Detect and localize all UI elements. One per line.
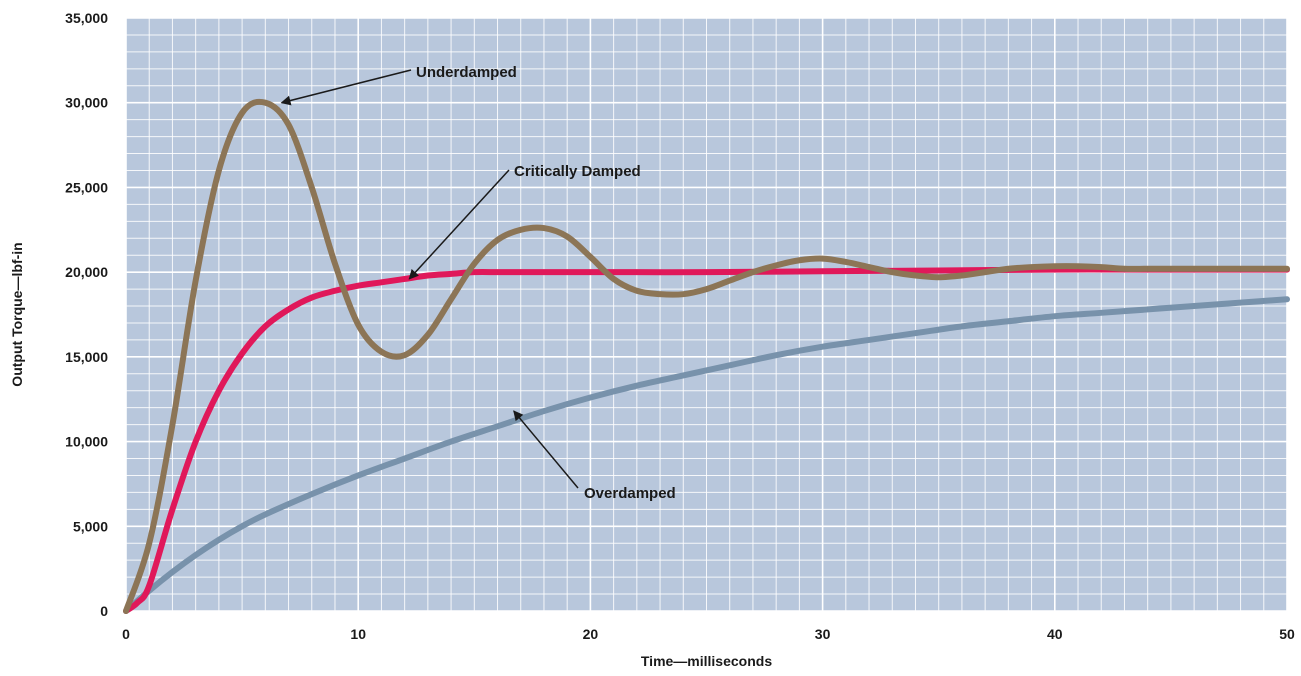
y-tick-label: 15,000 <box>65 349 108 365</box>
y-axis-title: Output Torque—lbf-in <box>9 242 25 386</box>
x-axis-tick-labels: 0 10 20 30 40 50 <box>122 626 1295 642</box>
series-line-underdamped <box>123 98 1290 614</box>
annotation-label-critically-damped: Critically Damped <box>514 163 641 180</box>
series-line-overdamped <box>123 296 1290 614</box>
y-tick-label: 35,000 <box>65 10 108 26</box>
y-tick-label: 25,000 <box>65 179 108 195</box>
annotation-arrow-critically-damped <box>408 169 510 280</box>
x-tick-label: 30 <box>815 626 831 642</box>
x-tick-label: 0 <box>122 626 130 642</box>
y-tick-label: 30,000 <box>65 95 108 111</box>
annotation-label-overdamped: Overdamped <box>584 485 676 502</box>
series-lines <box>123 98 1290 614</box>
y-tick-label: 0 <box>100 603 108 619</box>
y-tick-label: 10,000 <box>65 434 108 450</box>
x-tick-label: 20 <box>583 626 599 642</box>
annotation-label-underdamped: Underdamped <box>416 64 517 81</box>
x-tick-label: 50 <box>1279 626 1295 642</box>
y-axis-tick-labels: 0 5,000 10,000 15,000 20,000 25,000 30,000 35,0… <box>65 10 108 619</box>
series-line-critically-damped <box>123 266 1290 614</box>
y-tick-label: 20,000 <box>65 264 108 280</box>
x-axis-title: Time—milliseconds <box>641 653 772 669</box>
y-tick-label: 5,000 <box>73 518 108 534</box>
annotation-arrow-underdamped <box>280 69 412 106</box>
x-tick-label: 10 <box>350 626 366 642</box>
series-annotations: Underdamped Critically Damped Overdamped <box>280 64 676 502</box>
x-tick-label: 40 <box>1047 626 1063 642</box>
annotation-arrow-overdamped <box>513 410 579 489</box>
